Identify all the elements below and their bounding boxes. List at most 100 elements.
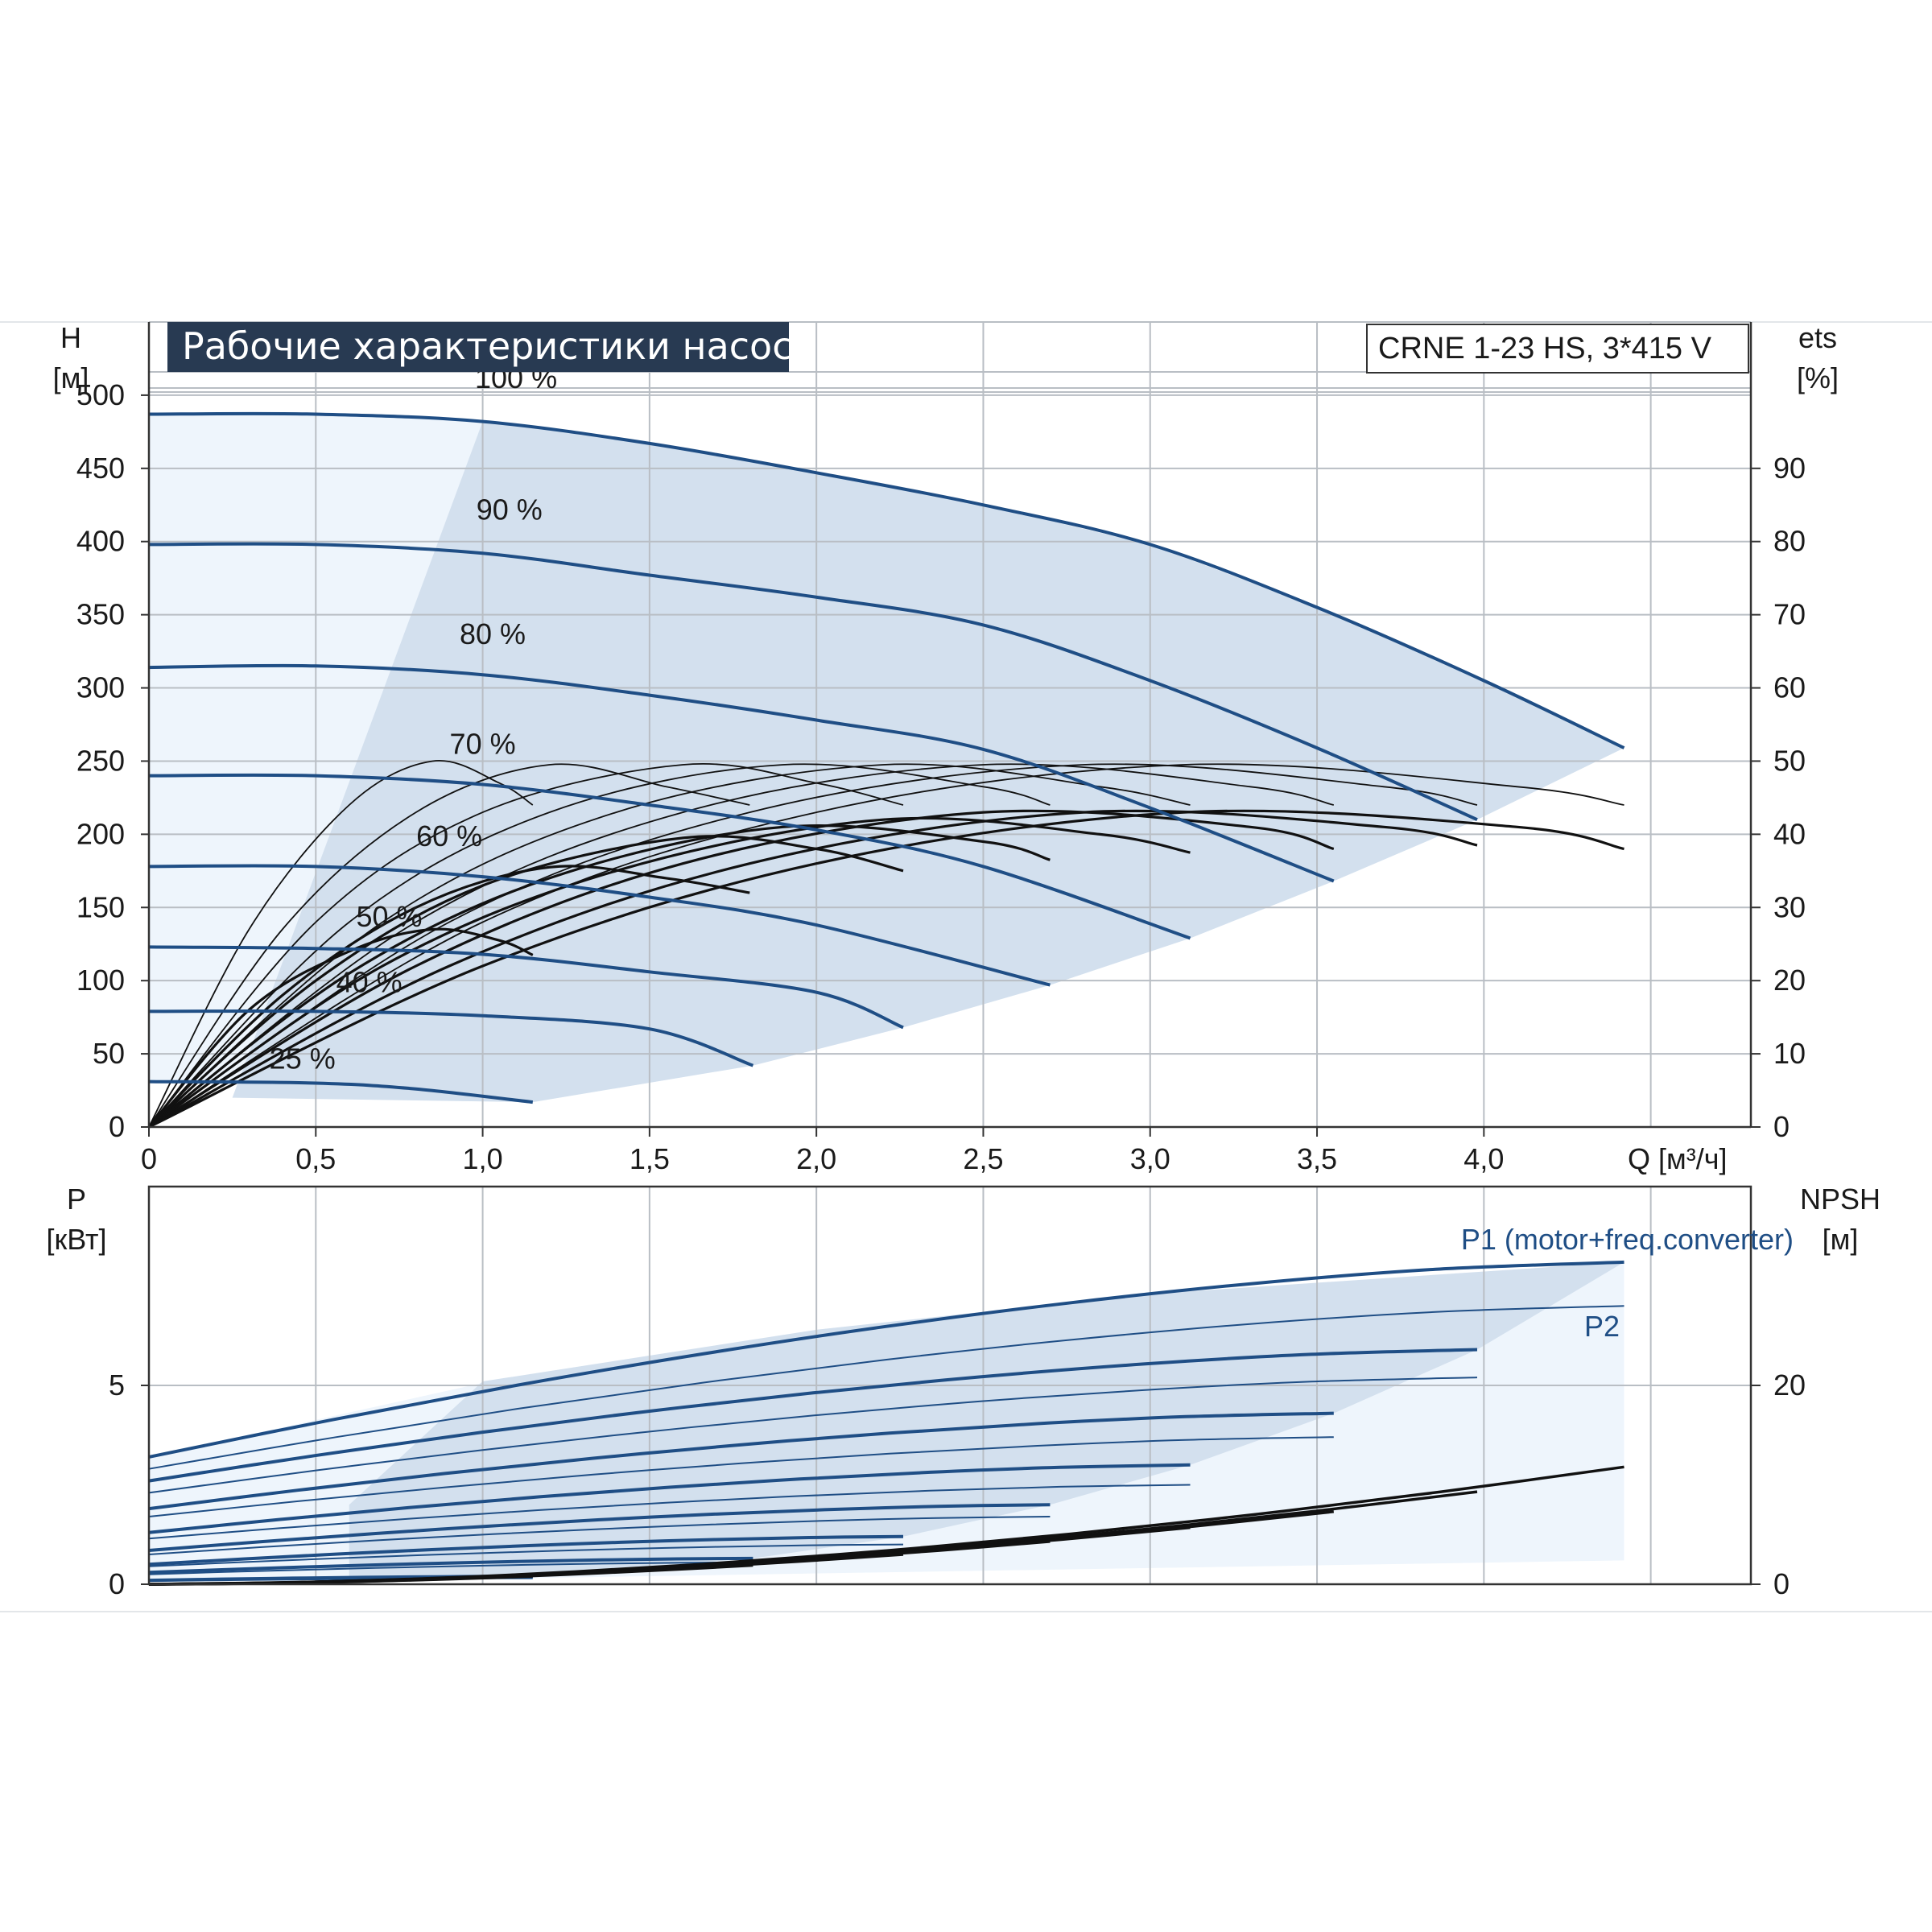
efficiency-curve-15 (148, 809, 1478, 1129)
speed-curve-25-pct (148, 1080, 534, 1104)
p2-curve-1 (148, 1305, 1624, 1470)
p1-curve-2 (148, 1348, 1478, 1483)
p1-curve-1 (148, 1260, 1624, 1459)
eta-tick-label: 60 (1773, 671, 1806, 704)
head-tick-label: 500 (76, 378, 125, 411)
power-axis-unit: [кВт] (46, 1223, 106, 1256)
p2-curve-7 (148, 1561, 753, 1575)
q-tick-label: 1,5 (630, 1142, 670, 1175)
speed-label: 40 % (336, 966, 402, 999)
p2-curve-4 (148, 1484, 1191, 1540)
head-tick-label: 200 (76, 817, 125, 850)
q-tick-label: 2,0 (796, 1142, 836, 1175)
title-box (167, 322, 789, 372)
efficiency-curve-16 (148, 809, 1624, 1129)
q-axis-label: Q [м³/ч] (1628, 1142, 1728, 1175)
p1-curve-6 (148, 1534, 904, 1567)
npsh-tick-label: 20 (1773, 1368, 1806, 1402)
npsh-y-ticks: 0 20 (1751, 1368, 1806, 1600)
eta-axis-label: ets (1798, 321, 1837, 354)
head-tick-label: 450 (76, 452, 125, 485)
eta-y-ticks: 0 10 20 30 40 50 60 70 80 90 (1751, 452, 1806, 1143)
eta-tick-label: 30 (1773, 890, 1806, 923)
power-tick-label: 5 (109, 1368, 125, 1402)
head-axis-unit: [м] (53, 361, 89, 394)
model-label: CRNE 1-23 HS, 3*415 V (1378, 332, 1712, 365)
p2-curve-3 (148, 1436, 1334, 1517)
efficiency-curve-14 (148, 809, 1335, 1129)
head-tick-label: 300 (76, 671, 125, 704)
head-tick-label: 0 (109, 1110, 125, 1143)
q-tick-label: 4,0 (1463, 1142, 1504, 1175)
power-plot: 05 020 P [кВт] NPSH [м] P1 (motor+freq.c… (46, 1183, 1880, 1600)
speed-curve-60-pct (148, 864, 1051, 987)
eta-tick-label: 80 (1773, 525, 1806, 558)
p1-curve-5 (148, 1503, 1051, 1552)
q-tick-label: 0,5 (295, 1142, 336, 1175)
p1-curve-4 (148, 1463, 1191, 1534)
efficiency-curve-2 (148, 763, 750, 1128)
speed-curves (148, 411, 1625, 1104)
speed-label: 80 % (460, 617, 526, 650)
power-axis-label: P (67, 1183, 86, 1216)
q-tick-label: 1,0 (463, 1142, 503, 1175)
p1-curve-3 (148, 1411, 1334, 1511)
head-tick-label: 50 (93, 1037, 125, 1070)
head-axis-label: H (60, 321, 81, 354)
speed-label: 50 % (356, 900, 422, 933)
model-box (1366, 324, 1749, 374)
speed-curve-100-pct (148, 411, 1625, 749)
p2-series-label: P2 (1584, 1310, 1620, 1343)
efficiency-curve-3 (148, 763, 904, 1128)
q-x-ticks: 0 0,5 1,0 1,5 2,0 2,5 3,0 3,5 4,0 (141, 1127, 1504, 1175)
p1-curve-7 (148, 1556, 753, 1575)
eta-tick-label: 0 (1773, 1110, 1790, 1143)
speed-label: 60 % (416, 819, 482, 852)
power-tick-label: 0 (109, 1567, 125, 1600)
speed-curve-80-pct (148, 663, 1335, 883)
head-tick-label: 150 (76, 890, 125, 923)
speed-curve-70-pct (148, 773, 1191, 940)
speed-label: 25 % (270, 1042, 336, 1075)
head-y-ticks: 0 50 100 150 200 250 300 350 400 450 500 (76, 378, 149, 1143)
npsh-axis-label: NPSH (1800, 1183, 1880, 1216)
efficiency-curve-6 (148, 763, 1334, 1128)
head-tick-label: 350 (76, 598, 125, 631)
efficiency-curve-12 (148, 824, 1051, 1129)
efficiency-curve-5 (148, 763, 1191, 1128)
efficiency-curve-13 (148, 816, 1191, 1129)
efficiency-curves (147, 759, 1624, 1129)
npsh-axis-unit: [м] (1823, 1223, 1859, 1256)
speed-curve-50-pct (148, 945, 904, 1030)
speed-label: 70 % (450, 727, 516, 760)
efficiency-curve-1 (148, 759, 534, 1128)
power-operating-range (149, 1261, 1624, 1584)
q-tick-label: 2,5 (963, 1142, 1003, 1175)
head-tick-label: 250 (76, 744, 125, 777)
efficiency-curve-4 (148, 763, 1051, 1128)
p2-curve-6 (148, 1543, 904, 1567)
q-tick-label: 0 (141, 1142, 157, 1175)
speed-curve-40-pct (148, 1009, 754, 1067)
q-tick-label: 3,0 (1130, 1142, 1170, 1175)
efficiency-curve-8 (148, 763, 1624, 1128)
efficiency-curve-10 (147, 865, 750, 1129)
eta-tick-label: 10 (1773, 1037, 1806, 1070)
head-tick-label: 400 (76, 525, 125, 558)
head-plot: 100 %90 %80 %70 %60 %50 %40 %25 % 050100… (53, 321, 1839, 1175)
power-curves (148, 1260, 1624, 1583)
eta-tick-label: 40 (1773, 817, 1806, 850)
npsh-tick-label: 0 (1773, 1567, 1790, 1600)
eta-tick-label: 20 (1773, 964, 1806, 997)
chart-title: Рабочие характеристики насоса (182, 324, 815, 368)
eta-axis-unit: [%] (1797, 361, 1839, 394)
head-tick-label: 100 (76, 964, 125, 997)
p2-curve-5 (148, 1516, 1051, 1555)
power-range-dark (349, 1261, 1624, 1577)
npsh-curves (148, 1465, 1624, 1586)
eta-tick-label: 90 (1773, 452, 1806, 485)
power-y-ticks: 05 (109, 1368, 149, 1600)
q-tick-label: 3,5 (1297, 1142, 1337, 1175)
eta-tick-label: 70 (1773, 598, 1806, 631)
